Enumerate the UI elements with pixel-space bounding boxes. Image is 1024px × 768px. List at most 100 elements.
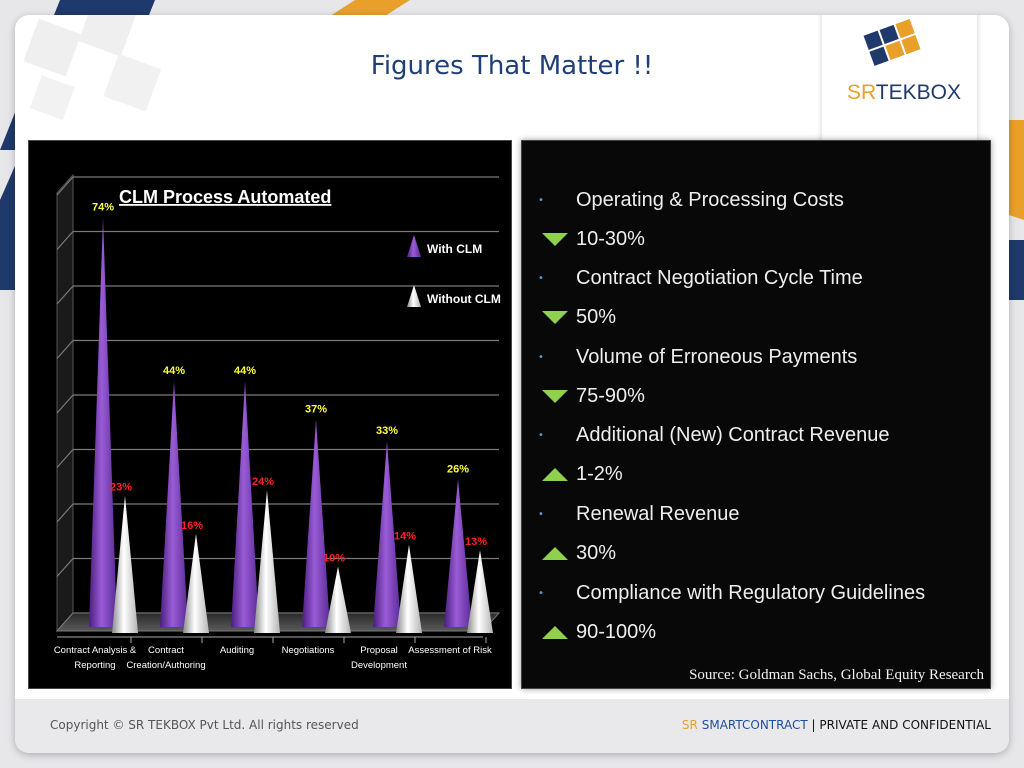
gridline-side xyxy=(56,449,74,468)
category-label: Assessment of Risk xyxy=(408,645,492,656)
cone-without-clm xyxy=(467,550,493,633)
cone-with-clm xyxy=(373,441,401,627)
footer-separator: | xyxy=(811,718,816,732)
stat-change: 30% xyxy=(542,538,616,568)
stat-item: • Compliance with Regulatory Guidelines xyxy=(522,578,925,608)
bullet-icon: • xyxy=(538,351,544,363)
stat-label: Volume of Erroneous Payments xyxy=(576,345,858,368)
gridline-side xyxy=(56,394,74,414)
arrow-down-icon xyxy=(542,311,568,325)
cone-with-clm xyxy=(302,419,330,627)
data-label-without: 10% xyxy=(323,553,345,565)
footer-brand-product: SMARTCONTRACT xyxy=(701,718,808,732)
cone-with-clm xyxy=(444,479,472,627)
stat-label: Compliance with Regulatory Guidelines xyxy=(576,581,926,604)
gridline-side xyxy=(56,558,74,577)
arrow-up-icon xyxy=(542,468,568,482)
gridline-side xyxy=(56,285,74,305)
category-label: Proposal xyxy=(360,645,398,656)
source-note: Source: Goldman Sachs, Global Equity Res… xyxy=(689,667,984,683)
category-label: Reporting xyxy=(74,660,115,671)
cone-without-clm xyxy=(254,490,280,633)
slide: Figures That Matter !! SRTEKBOX CLM Proc… xyxy=(15,15,1009,753)
data-label-without: 14% xyxy=(394,531,416,543)
stat-change-value: 75-90% xyxy=(576,384,645,407)
stat-label: Renewal Revenue xyxy=(576,502,740,525)
stat-item: • Volume of Erroneous Payments xyxy=(522,342,857,372)
stat-change: 1-2% xyxy=(542,460,623,490)
cone-without-clm xyxy=(396,544,422,633)
data-label-without: 13% xyxy=(465,536,487,548)
category-label: Contract xyxy=(148,645,184,656)
cone-with-clm xyxy=(231,381,259,627)
diamond-decoration xyxy=(23,15,162,121)
legend-marker-with xyxy=(407,235,421,257)
bg-orange-top xyxy=(330,0,410,16)
page-title: Figures That Matter !! xyxy=(370,51,654,81)
stat-change-value: 30% xyxy=(576,541,617,564)
data-label-without: 16% xyxy=(181,520,203,532)
stat-label: Operating & Processing Costs xyxy=(576,188,844,211)
gridline-side xyxy=(56,176,74,196)
arrow-down-icon xyxy=(542,232,568,246)
gridline-side xyxy=(56,340,74,359)
footer: Copyright © SR TEKBOX Pvt Ltd. All right… xyxy=(15,699,1009,753)
data-label-with: 33% xyxy=(376,425,398,437)
chart-title: CLM Process Automated xyxy=(119,187,331,207)
stats-panel: • Operating & Processing Costs 10-30% • Cont… xyxy=(521,140,991,689)
stat-item: • Operating & Processing Costs xyxy=(522,185,844,215)
stat-change: 75-90% xyxy=(542,381,645,411)
stat-change: 50% xyxy=(542,303,616,333)
logo-wordmark: SRTEKBOX xyxy=(847,81,961,105)
arrow-down-icon xyxy=(542,389,568,403)
chart-panel: CLM Process Automated With CLM Without CLM… xyxy=(28,140,512,689)
cone-with-clm xyxy=(89,217,117,627)
data-label-without: 24% xyxy=(252,476,274,488)
bullet-icon: • xyxy=(538,508,544,520)
stat-item: • Contract Negotiation Cycle Time xyxy=(522,264,863,294)
footer-confidential: PRIVATE AND CONFIDENTIAL xyxy=(819,718,991,732)
data-label-with: 26% xyxy=(447,463,469,475)
logo-squares-icon xyxy=(863,19,921,66)
stat-item: • Renewal Revenue xyxy=(522,499,739,529)
stat-change-value: 90-100% xyxy=(576,620,657,643)
cone-without-clm xyxy=(183,533,209,633)
stat-change: 90-100% xyxy=(542,617,656,647)
footer-brand-sr: SR xyxy=(681,718,698,732)
bullet-icon: • xyxy=(538,430,544,442)
data-label-with: 37% xyxy=(305,403,327,415)
category-label: Auditing xyxy=(220,645,254,656)
cone-without-clm xyxy=(325,566,351,633)
stat-label: Additional (New) Contract Revenue xyxy=(576,424,890,447)
cone-without-clm xyxy=(112,495,138,633)
gridline-side xyxy=(56,231,74,250)
category-label: Contract Analysis & xyxy=(54,645,137,656)
stat-change-value: 10-30% xyxy=(576,227,645,250)
data-label-with: 74% xyxy=(92,202,114,214)
bullet-icon: • xyxy=(538,194,544,206)
category-label: Development xyxy=(351,660,407,671)
data-label-with: 44% xyxy=(163,365,185,377)
data-label-with: 44% xyxy=(234,365,256,377)
footer-brand: SR SMARTCONTRACT | PRIVATE AND CONFIDENT… xyxy=(682,718,991,732)
logo-suffix: TEKBOX xyxy=(875,81,961,104)
arrow-up-icon xyxy=(542,625,568,639)
bg-blue-right xyxy=(1009,240,1024,300)
stat-change: 10-30% xyxy=(542,224,645,254)
legend-label: Without CLM xyxy=(427,292,501,306)
copyright-text: Copyright © SR TEKBOX Pvt Ltd. All right… xyxy=(50,718,359,732)
stat-change-value: 1-2% xyxy=(576,463,623,486)
stat-change-value: 50% xyxy=(576,306,617,329)
logo-prefix: SR xyxy=(847,81,876,104)
logo: SRTEKBOX xyxy=(822,15,977,150)
cone-with-clm xyxy=(160,381,188,627)
clm-cone-chart: CLM Process Automated With CLM Without CLM… xyxy=(54,173,501,671)
bg-orange-right xyxy=(1009,120,1024,220)
legend-marker-without xyxy=(407,285,421,307)
legend-label: With CLM xyxy=(427,242,482,256)
data-label-without: 23% xyxy=(110,482,132,494)
bullet-icon: • xyxy=(538,587,544,599)
stat-label: Contract Negotiation Cycle Time xyxy=(576,267,863,290)
bullet-icon: • xyxy=(538,273,544,285)
arrow-up-icon xyxy=(542,546,568,560)
